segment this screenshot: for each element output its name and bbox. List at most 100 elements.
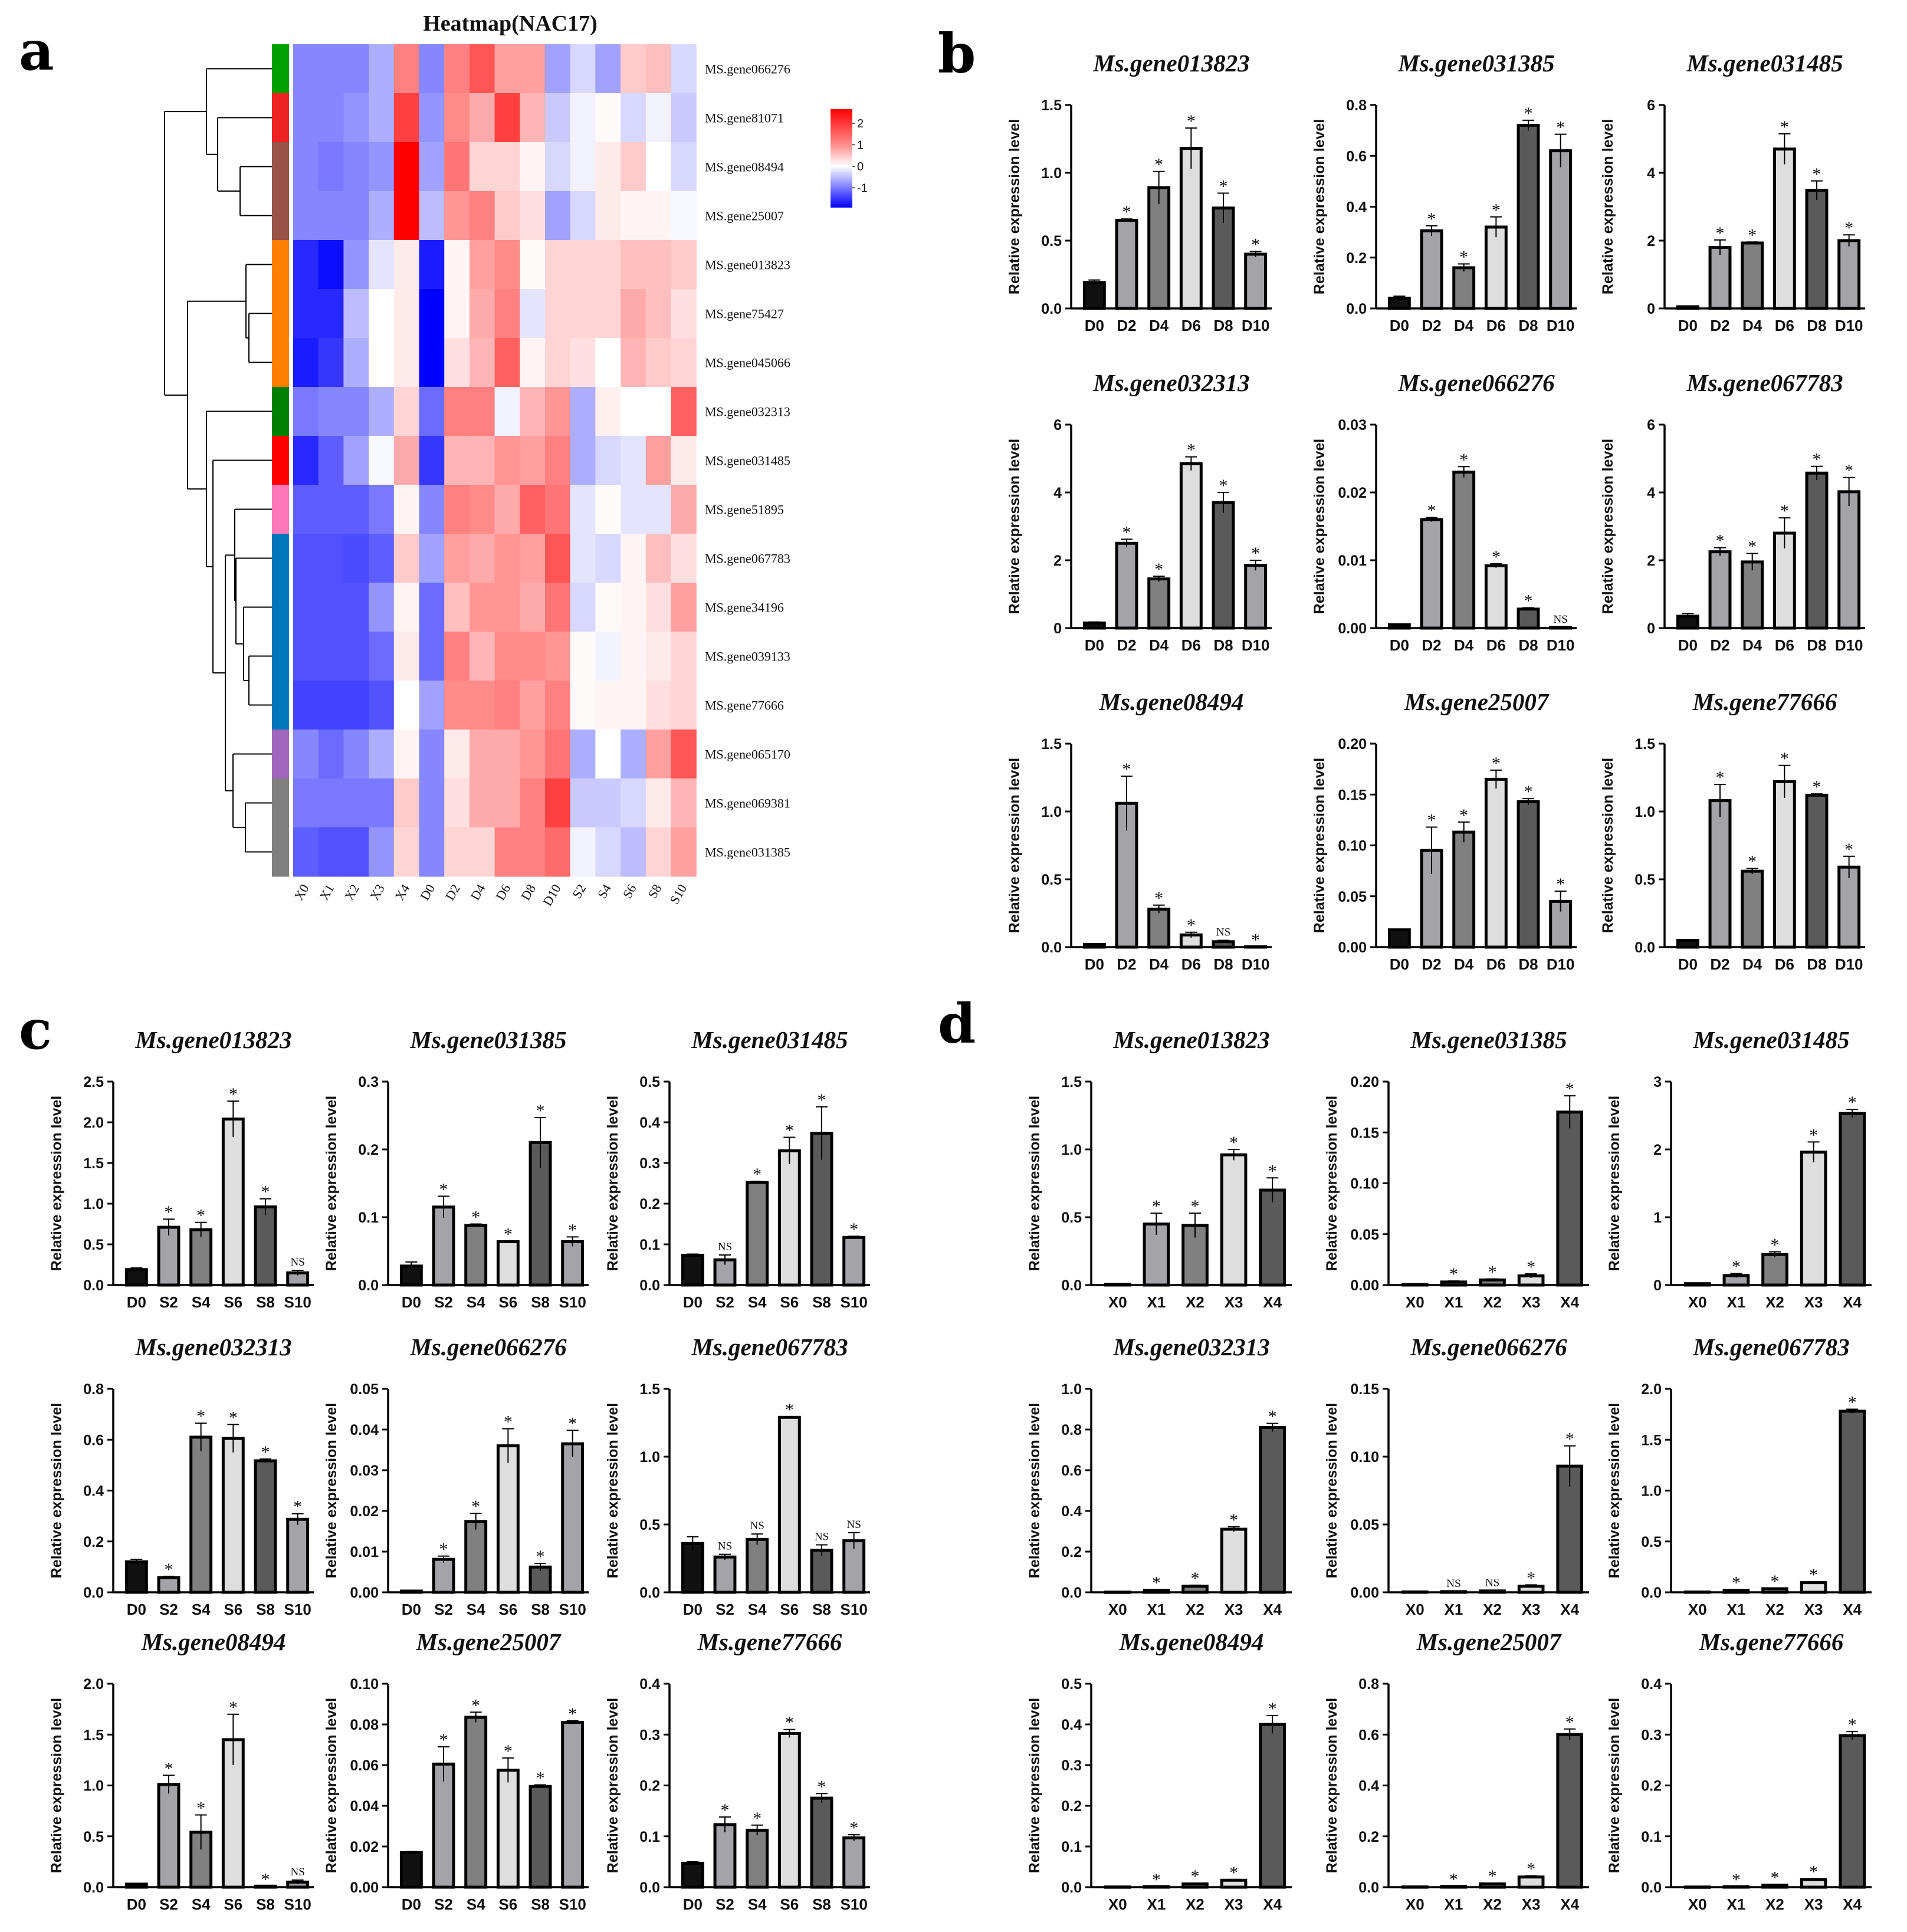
heatmap-cell xyxy=(393,730,420,779)
significance-label: * xyxy=(1527,1568,1535,1588)
heatmap-cell xyxy=(343,44,369,94)
y-tick-label: 0.3 xyxy=(1641,1727,1662,1743)
y-axis-label: Relative expression level xyxy=(1006,439,1023,614)
heatmap-cell xyxy=(494,583,520,632)
x-tick-label: D8 xyxy=(1518,636,1538,654)
heatmap-cell xyxy=(293,583,319,632)
y-axis-label: Relative expression level xyxy=(1606,1096,1623,1271)
y-tick-label: 0.3 xyxy=(639,1155,660,1172)
significance-label: * xyxy=(1527,1859,1535,1879)
y-tick-label: 0.10 xyxy=(1338,838,1367,855)
bar xyxy=(1452,470,1476,630)
significance-label: * xyxy=(261,1869,270,1889)
significance-label: * xyxy=(196,1206,205,1225)
heatmap-cell xyxy=(494,44,520,94)
heatmap-cell xyxy=(293,534,319,583)
bar xyxy=(1452,266,1476,310)
x-tick-label: D0 xyxy=(126,1601,146,1618)
heatmap-cell xyxy=(393,338,420,387)
y-axis-label: Relative expression level xyxy=(1311,119,1328,294)
y-tick-label: 0.05 xyxy=(350,1381,379,1398)
heatmap-cell xyxy=(545,387,571,436)
heatmap-cell xyxy=(645,44,672,94)
heatmap-cell xyxy=(343,827,369,877)
y-tick-label: 0.3 xyxy=(639,1727,660,1743)
bar xyxy=(124,1560,148,1594)
heatmap-cell xyxy=(369,387,395,436)
x-tick-label: D10 xyxy=(1835,636,1863,654)
row-group-color xyxy=(272,534,289,583)
heatmap-cell xyxy=(595,632,621,681)
y-axis-label: Relative expression level xyxy=(605,1403,621,1578)
heatmap-cell xyxy=(595,681,621,730)
heatmap-cell xyxy=(595,387,621,436)
y-tick-label: 0.0 xyxy=(1061,1277,1082,1294)
x-tick-label: D0 xyxy=(683,1293,703,1311)
y-tick-label: 0.2 xyxy=(1346,250,1367,267)
heatmap-row-label: MS.gene08494 xyxy=(705,160,784,175)
y-tick-label: 1.0 xyxy=(1042,804,1062,820)
row-group-color xyxy=(272,338,289,387)
heatmap-cell xyxy=(545,632,571,681)
heatmap-cell xyxy=(393,387,420,436)
y-tick-label: 0.3 xyxy=(1061,1757,1082,1774)
heatmap-cell xyxy=(293,338,319,387)
y-axis-label: Relative expression level xyxy=(1006,758,1023,933)
y-axis-label: Relative expression level xyxy=(1600,758,1616,933)
x-tick-label: D10 xyxy=(1242,955,1270,973)
x-tick-label: D2 xyxy=(1711,636,1730,654)
heatmap-cell xyxy=(343,338,369,387)
bar xyxy=(1837,490,1861,630)
x-tick-label: X2 xyxy=(1483,1895,1502,1913)
heatmap-cell xyxy=(419,44,445,94)
panel-label-d: d xyxy=(938,992,976,1056)
y-tick-label: 0.00 xyxy=(1350,1277,1379,1294)
heatmap-cell xyxy=(545,534,571,583)
significance-label: * xyxy=(1732,1870,1741,1890)
row-group-color xyxy=(272,583,289,632)
y-tick-label: 2.5 xyxy=(83,1074,104,1090)
heatmap-cell xyxy=(369,534,395,583)
heatmap-cell xyxy=(343,387,369,436)
y-tick-label: 0.1 xyxy=(1061,1839,1082,1855)
y-tick-label: 0.8 xyxy=(1061,1422,1082,1438)
y-tick-label: 0.6 xyxy=(1346,149,1367,165)
y-tick-label: 0.5 xyxy=(1061,1210,1082,1226)
heatmap-row-label: MS.gene045066 xyxy=(705,356,790,370)
heatmap-cell xyxy=(621,583,646,632)
heatmap-cell xyxy=(645,827,672,877)
bar xyxy=(1180,147,1203,310)
bar xyxy=(1244,564,1268,630)
x-tick-label: X2 xyxy=(1765,1895,1784,1913)
y-tick-label: 0.4 xyxy=(1061,1717,1082,1733)
bar xyxy=(842,1236,866,1287)
x-tick-label: D6 xyxy=(1181,955,1201,973)
chart-title: Ms.gene013823 xyxy=(1112,1026,1269,1053)
significance-label: * xyxy=(1770,1868,1779,1888)
bar-chart-c-ms-gene031385: Ms.gene031385 Relative expression level 0.… xyxy=(323,1026,589,1311)
significance-label: * xyxy=(1732,1573,1741,1593)
legend-tick-label: 1 xyxy=(857,139,864,152)
significance-label: * xyxy=(721,1800,730,1820)
heatmap-cell xyxy=(545,338,571,387)
x-tick-label: X4 xyxy=(1843,1293,1862,1311)
heatmap-cell xyxy=(645,142,672,192)
x-tick-label: D10 xyxy=(1242,317,1270,334)
heatmap-cell xyxy=(318,534,344,583)
bar xyxy=(157,1576,180,1594)
heatmap-cell xyxy=(520,387,546,436)
heatmap-cell xyxy=(545,191,571,241)
heatmap-cell xyxy=(293,387,319,436)
bar xyxy=(1709,246,1732,310)
significance-label: * xyxy=(1813,450,1821,469)
x-tick-label: D6 xyxy=(1181,317,1201,334)
significance-label: * xyxy=(1252,931,1261,950)
x-tick-label: X4 xyxy=(1560,1895,1579,1913)
x-tick-label: D6 xyxy=(1775,955,1794,973)
y-tick-label: 0.5 xyxy=(639,1517,660,1533)
heatmap-cell xyxy=(393,778,420,828)
significance-label: * xyxy=(536,1547,545,1566)
heatmap-cell xyxy=(369,485,395,534)
heatmap-cell xyxy=(570,681,596,730)
y-axis-label: Relative expression level xyxy=(48,1096,65,1271)
